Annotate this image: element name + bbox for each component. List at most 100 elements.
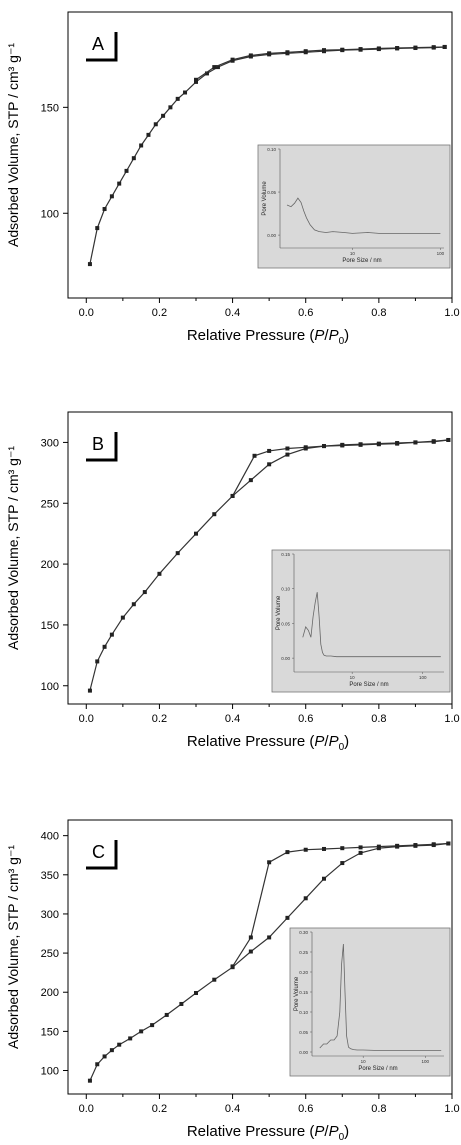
inset-y-tick-label: 0.10 (299, 1010, 308, 1015)
x-tick-label: 0.0 (79, 307, 94, 319)
x-axis-title-part: 0 (339, 1132, 345, 1143)
data-point (179, 1001, 184, 1006)
inset-pore-distribution-line (302, 592, 441, 658)
inset-y-tick-label: 0.25 (299, 950, 308, 955)
x-axis-title-part: 0 (339, 742, 345, 753)
data-point (212, 65, 217, 70)
y-tick-label: 350 (41, 870, 59, 882)
inset-x-tick-label: 100 (419, 675, 427, 680)
data-point (358, 845, 363, 850)
inset-x-axis-title: Pore Size / nm (342, 258, 381, 264)
y-axis-title: Adsorbed Volume, STP / cm³ g⁻¹ (5, 845, 21, 1049)
panel-label: A (92, 34, 104, 54)
data-point (413, 45, 418, 50)
data-point (303, 896, 308, 901)
y-tick-label: 250 (41, 498, 59, 510)
data-point (212, 512, 217, 517)
data-point (376, 441, 381, 446)
x-tick-label: 1.0 (444, 307, 459, 319)
data-point (267, 448, 272, 453)
y-tick-label: 300 (41, 437, 59, 449)
data-point (146, 132, 151, 137)
x-axis-title-part: ) (344, 733, 349, 750)
x-tick-label: 0.8 (371, 713, 386, 725)
data-point (161, 113, 166, 118)
data-point (120, 615, 125, 620)
data-point (194, 77, 198, 82)
data-point (340, 47, 345, 52)
x-tick-label: 0.4 (225, 307, 240, 319)
data-point (358, 47, 363, 52)
panel-label-bracket (86, 840, 118, 870)
x-tick-label: 0.2 (152, 713, 167, 725)
inset-x-tick-label: 10 (350, 251, 356, 256)
y-tick-label: 250 (41, 948, 59, 960)
data-point (285, 446, 290, 451)
data-point (142, 590, 147, 595)
data-point (153, 122, 158, 127)
inset-y-tick-label: 0.00 (267, 233, 276, 238)
plot-frame (67, 411, 453, 705)
data-point (376, 844, 381, 849)
x-axis-title-part: Relative Pressure ( (187, 733, 315, 750)
data-point (340, 861, 345, 866)
pore-size-inset: 0.00 0.05 0.10 10 100 Pore Size / nm Pore Volu… (257, 144, 451, 269)
y-tick-label: 400 (41, 831, 59, 843)
data-point (358, 442, 363, 447)
data-point (230, 493, 235, 498)
x-tick-label: 0.0 (79, 1103, 94, 1115)
data-point (164, 1012, 169, 1017)
inset-x-tick-label: 10 (361, 1059, 367, 1064)
data-point (322, 444, 326, 449)
data-point (95, 226, 100, 231)
data-point (395, 843, 400, 848)
data-point (183, 90, 188, 95)
data-point (117, 1042, 122, 1047)
data-point (303, 445, 308, 450)
inset-y-tick-label: 0.00 (281, 656, 290, 661)
data-point (157, 571, 162, 576)
x-tick-label: 0.2 (152, 307, 167, 319)
data-point (322, 48, 326, 53)
panel-label-bracket (86, 432, 118, 462)
data-point (131, 602, 136, 607)
data-point (175, 551, 180, 556)
data-point (446, 437, 451, 442)
data-point (267, 860, 272, 865)
data-point (303, 847, 308, 852)
x-tick-label: 0.8 (371, 307, 386, 319)
data-point (87, 688, 92, 693)
plot-frame (67, 11, 453, 299)
x-axis-title-part: P (314, 327, 324, 344)
inset-background (257, 144, 451, 269)
data-point (102, 207, 107, 212)
y-tick-label: 150 (41, 620, 59, 632)
inset-x-axis-title: Pore Size / nm (349, 682, 388, 688)
panel-c: 0.0 0.2 0.4 0.6 0.8 1.0100150200250300350400R… (5, 819, 460, 1143)
x-axis-title-part: P (329, 733, 339, 750)
adsorption-branch (89, 46, 445, 265)
panel-b: 0.0 0.2 0.4 0.6 0.8 1.0100150200250300Relativ… (5, 411, 460, 753)
data-point (322, 846, 326, 851)
x-tick-label: 0.8 (371, 1103, 386, 1115)
data-point (95, 659, 100, 664)
pore-size-inset: 0.00 0.05 0.10 0.15 0.20 0.25 0.30 10 100 Pore Si… (289, 927, 451, 1077)
inset-y-tick-label: 0.05 (267, 190, 276, 195)
x-axis-title-part: ) (344, 1123, 349, 1140)
data-point (204, 71, 209, 76)
x-axis-title-part: P (329, 1123, 339, 1140)
data-point (87, 262, 92, 267)
x-axis-title-part: 0 (339, 336, 345, 347)
pore-size-inset: 0.00 0.05 0.10 0.15 10 100 Pore Size / nm Pore … (271, 549, 451, 693)
data-point (215, 65, 220, 70)
data-point (442, 44, 447, 49)
data-point (252, 453, 257, 458)
data-point (267, 462, 272, 467)
data-point (285, 50, 290, 55)
data-point (248, 53, 253, 58)
y-axis-title: Adsorbed Volume, STP / cm³ g⁻¹ (5, 43, 21, 247)
y-tick-label: 200 (41, 559, 59, 571)
data-point (109, 194, 114, 199)
inset-x-axis-title: Pore Size / nm (358, 1066, 397, 1072)
y-tick-label: 100 (41, 681, 59, 693)
